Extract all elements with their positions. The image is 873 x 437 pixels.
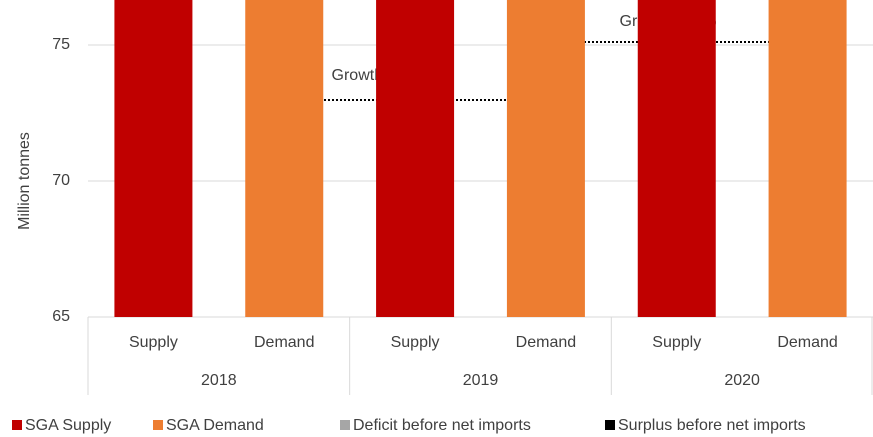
bar-segment xyxy=(637,0,716,317)
legend-label: SGA Supply xyxy=(25,417,111,434)
x-tick-label: Supply xyxy=(129,334,178,351)
bar-segment xyxy=(114,0,193,317)
group-label: 2020 xyxy=(724,372,760,389)
x-tick-label: Supply xyxy=(391,334,440,351)
y-axis-label: Million tonnes xyxy=(16,132,33,230)
group-label: 2019 xyxy=(463,372,499,389)
group-label: 2018 xyxy=(201,372,237,389)
x-tick-label: Demand xyxy=(516,334,576,351)
legend-swatch xyxy=(12,420,22,430)
bar-segment xyxy=(768,0,847,317)
y-tick-label: 70 xyxy=(52,172,70,189)
x-tick-label: Demand xyxy=(254,334,314,351)
legend-swatch xyxy=(153,420,163,430)
bar-segment xyxy=(376,0,455,317)
x-tick-label: Demand xyxy=(777,334,837,351)
legend-label: Deficit before net imports xyxy=(353,417,531,434)
y-tick-label: 65 xyxy=(52,308,70,325)
bar-segment xyxy=(506,0,585,317)
legend-swatch xyxy=(340,420,350,430)
legend-label: Surplus before net imports xyxy=(618,417,806,434)
legend-swatch xyxy=(605,420,615,430)
y-tick-label: 75 xyxy=(52,36,70,53)
x-tick-label: Supply xyxy=(652,334,701,351)
bar-segment xyxy=(245,0,324,317)
legend-label: SGA Demand xyxy=(166,417,264,434)
